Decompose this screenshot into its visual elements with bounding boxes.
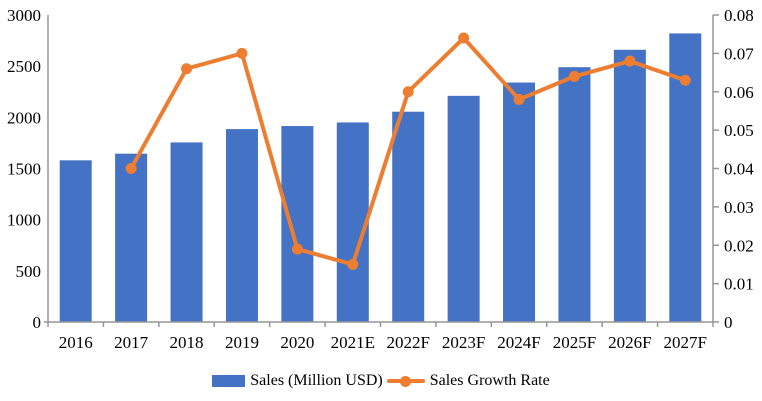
- bar-2017: [115, 153, 148, 322]
- growth-series-swatch: [386, 375, 425, 387]
- x-axis-label-2027F: 2027F: [664, 333, 707, 352]
- growth-rate-marker-2023F: [458, 32, 470, 44]
- growth-series-label: Sales Growth Rate: [429, 372, 550, 389]
- growth-rate-marker-2018: [181, 63, 193, 75]
- growth-rate-marker-2021E: [347, 258, 359, 270]
- growth-rate-marker-2019: [236, 47, 248, 59]
- x-axis-label-2024F: 2024F: [497, 333, 540, 352]
- right-axis-label-0.01: 0.01: [724, 275, 754, 294]
- growth-series-marker-dot: [400, 375, 412, 387]
- bar-2024F: [503, 82, 536, 322]
- chart-legend: Sales (Million USD) Sales Growth Rate: [0, 361, 762, 401]
- right-axis-label-0.08: 0.08: [724, 6, 754, 25]
- x-axis-label-2026F: 2026F: [608, 333, 651, 352]
- growth-rate-marker-2025F: [568, 70, 580, 82]
- x-axis-label-2016: 2016: [59, 333, 93, 352]
- bar-2019: [225, 129, 258, 322]
- sales-series-label: Sales (Million USD): [250, 372, 383, 389]
- right-axis-label-0.03: 0.03: [724, 198, 754, 217]
- x-axis-label-2017: 2017: [114, 333, 149, 352]
- left-axis-label-1000: 1000: [7, 211, 41, 230]
- growth-rate-marker-2022F: [402, 86, 414, 98]
- legend-item-sales: Sales (Million USD): [212, 372, 383, 390]
- bar-2016: [59, 160, 92, 322]
- legend-item-growth: Sales Growth Rate: [386, 372, 550, 390]
- bar-2026F: [613, 49, 646, 322]
- left-axis-label-0: 0: [33, 313, 42, 332]
- growth-rate-marker-2026F: [624, 55, 636, 67]
- bar-2020: [281, 126, 314, 322]
- bar-2018: [170, 142, 203, 322]
- x-axis-label-2019: 2019: [225, 333, 259, 352]
- right-axis-label-0: 0: [724, 313, 733, 332]
- right-axis-label-0.04: 0.04: [724, 160, 754, 179]
- right-axis-label-0.06: 0.06: [724, 83, 754, 102]
- x-axis-label-2018: 2018: [170, 333, 204, 352]
- bar-2025F: [558, 67, 591, 322]
- x-axis-label-2020: 2020: [280, 333, 314, 352]
- x-axis-label-2025F: 2025F: [553, 333, 596, 352]
- chart-canvas: 0 500 1000 1500 2000 2500 3000 0 0.01 0.02 0.03 0.0…: [7, 6, 754, 352]
- bar-2021E: [336, 122, 369, 322]
- growth-rate-marker-2020: [291, 243, 303, 255]
- growth-rate-marker-2024F: [513, 93, 525, 105]
- right-axis-label-0.07: 0.07: [724, 44, 754, 63]
- bar-2022F: [392, 111, 425, 322]
- x-axis-label-2023F: 2023F: [442, 333, 485, 352]
- bar-2023F: [447, 95, 480, 323]
- right-axis-label-0.05: 0.05: [724, 121, 754, 140]
- x-axis-label-2022F: 2022F: [386, 333, 429, 352]
- right-axis-label-0.02: 0.02: [724, 236, 754, 255]
- left-axis-label-1500: 1500: [7, 160, 41, 179]
- sales-series-swatch: [212, 375, 246, 387]
- left-axis-label-2500: 2500: [7, 57, 41, 76]
- x-axis-label-2021E: 2021E: [331, 333, 375, 352]
- left-axis-label-3000: 3000: [7, 6, 41, 25]
- growth-rate-marker-2017: [125, 163, 137, 174]
- growth-rate-marker-2027F: [679, 74, 691, 86]
- left-axis-label-2000: 2000: [7, 108, 41, 127]
- left-axis-label-500: 500: [16, 262, 42, 281]
